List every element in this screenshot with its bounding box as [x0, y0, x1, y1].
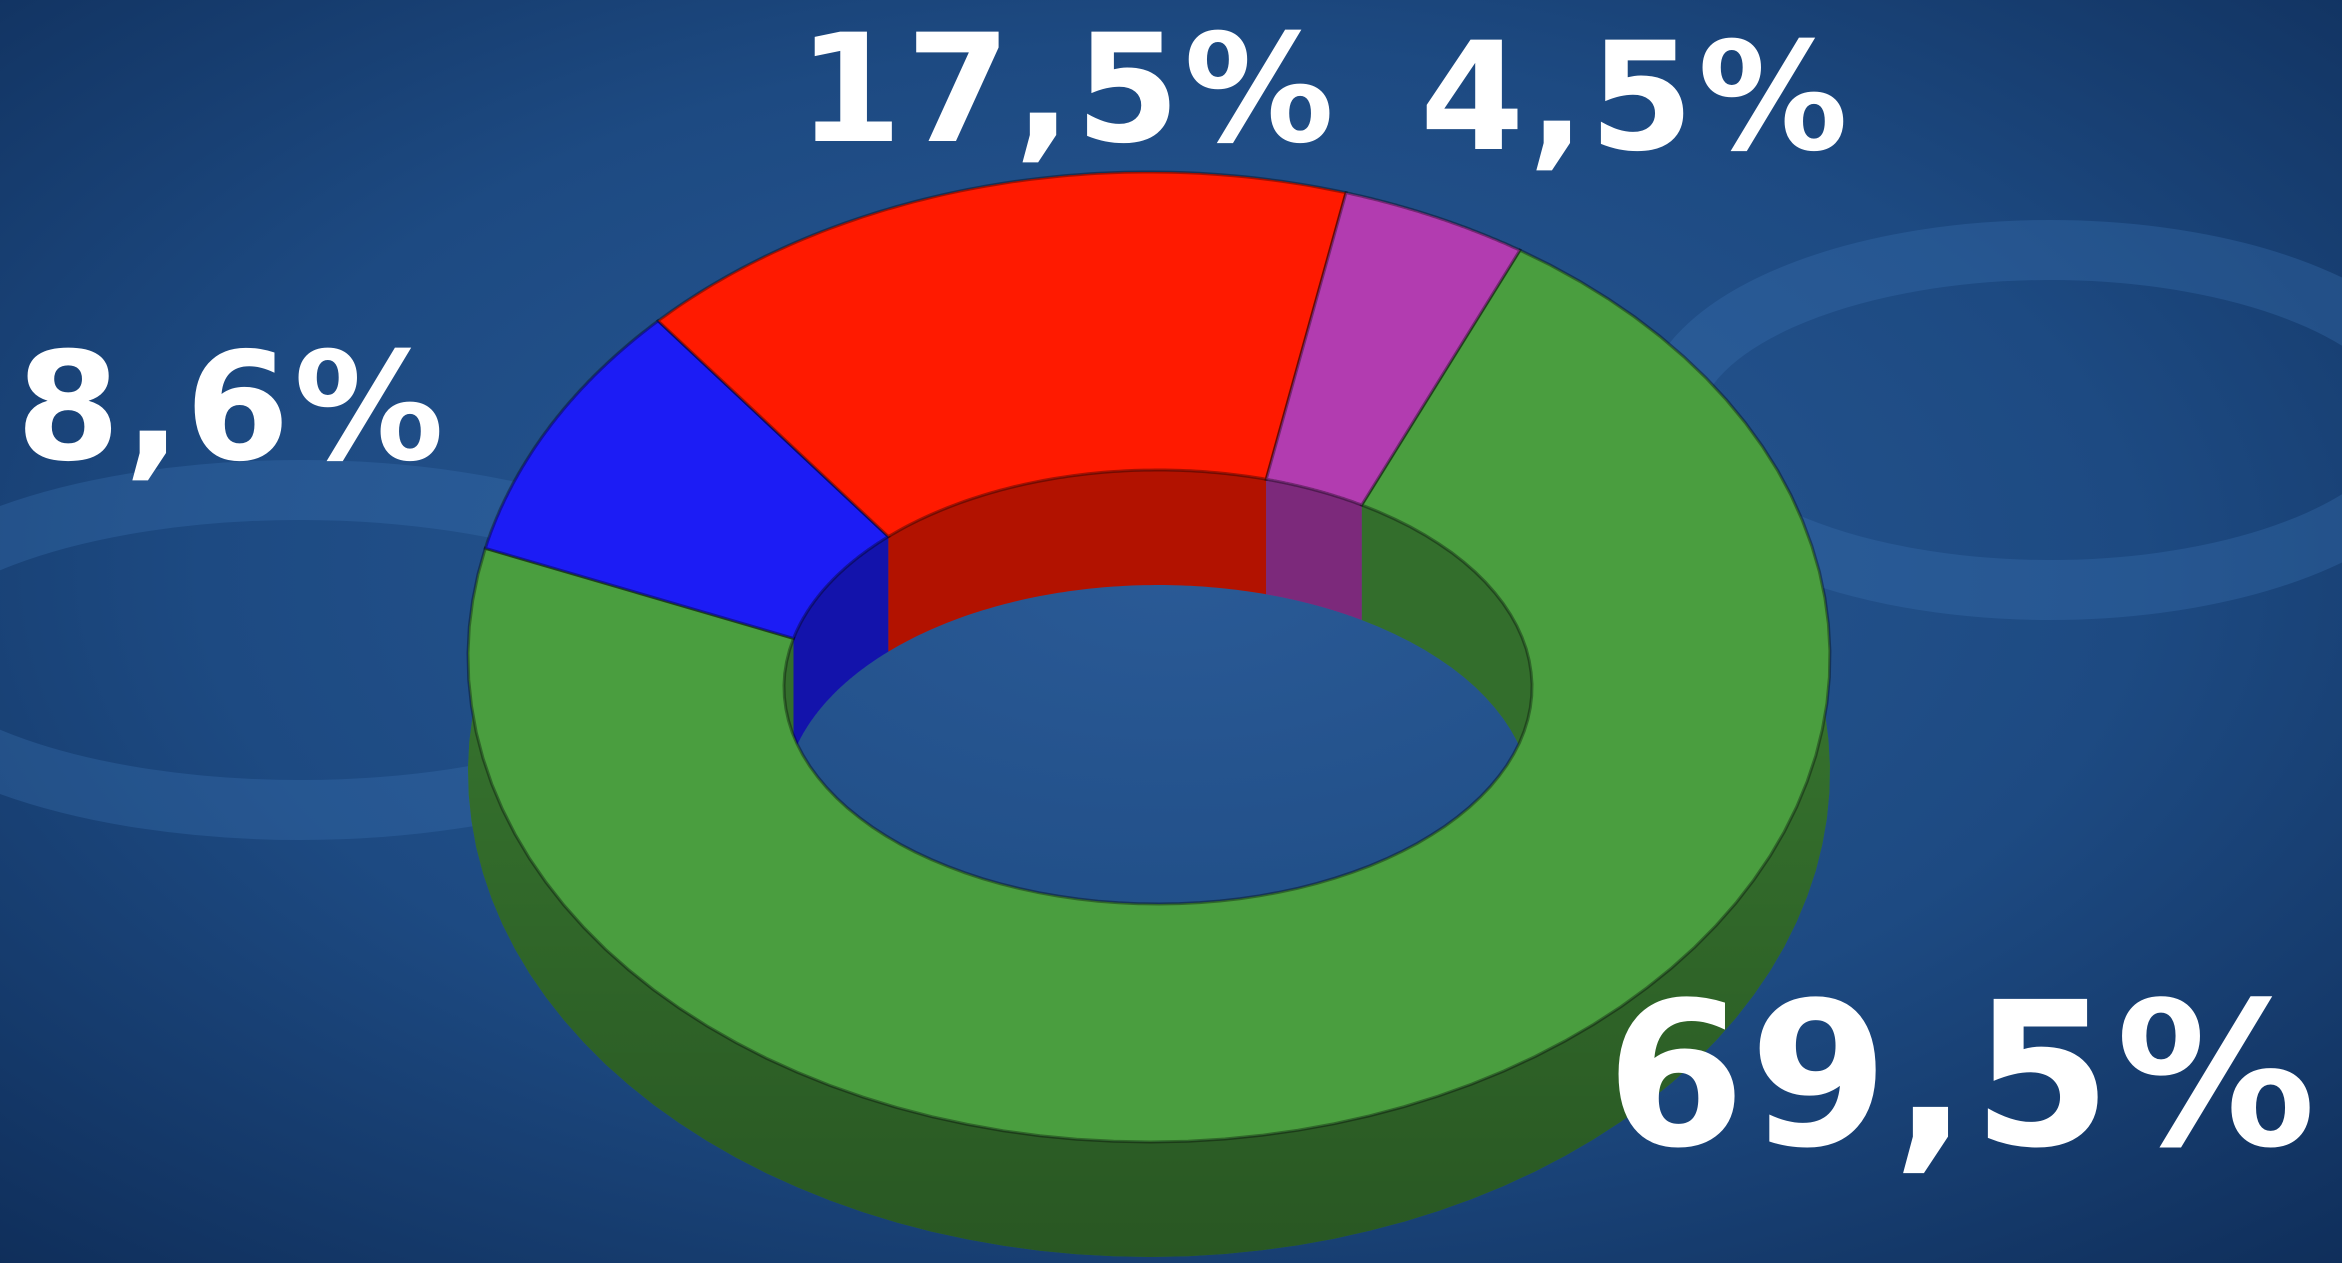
slice-inner-wall: [888, 470, 1267, 652]
slice-inner-wall-shade: [888, 470, 1267, 652]
value-label: 8,6%: [16, 321, 448, 495]
value-label: 17,5%: [798, 3, 1338, 177]
labels: 69,5% 8,6% 17,5% 4,5%: [16, 3, 2320, 1193]
slice-inner-wall-shade: [793, 536, 889, 754]
value-label: 69,5%: [1606, 960, 2320, 1193]
slice: [1264, 190, 1523, 507]
tops: [466, 170, 1832, 1144]
slice-inner-wall-shade: [1266, 479, 1362, 620]
slice-inner-wall: [1266, 479, 1362, 620]
value-label: 4,5%: [1420, 11, 1852, 185]
slice-inner-wall: [793, 536, 889, 754]
